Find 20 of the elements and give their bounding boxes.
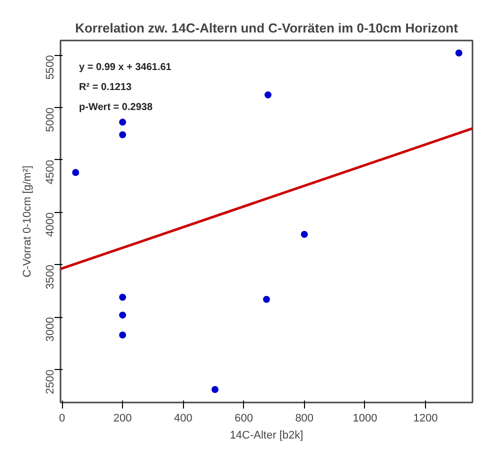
annotation: y = 0.99 x + 3461.61 xyxy=(79,62,172,74)
y-axis-title: C-Vorrat 0-10cm [g/m²] xyxy=(22,166,34,278)
x-axis-title: 14C-Alter [b2k] xyxy=(230,430,304,442)
x-tick-label: 200 xyxy=(113,412,132,424)
annotation: p-Wert = 0.2938 xyxy=(79,102,153,113)
y-tick-label: 5500 xyxy=(44,55,56,80)
y-tick-label: 5000 xyxy=(44,107,56,132)
x-tick-label: 1000 xyxy=(352,412,378,424)
x-tick-label: 400 xyxy=(174,412,192,424)
chart-title: Korrelation zw. 14C-Altern und C-Vorräten im 0-10cm Horizont xyxy=(75,20,459,36)
y-tick-label: 4000 xyxy=(44,212,56,237)
x-tick-label: 600 xyxy=(234,412,253,424)
x-tick-label: 800 xyxy=(295,412,314,424)
annotation: R² = 0.1213 xyxy=(79,82,132,93)
y-tick-label: 3000 xyxy=(44,317,56,342)
y-tick-label: 3500 xyxy=(44,264,56,290)
x-tick-label: 1200 xyxy=(413,412,438,424)
y-tick-label: 2500 xyxy=(44,370,56,394)
x-tick-label: 0 xyxy=(58,412,66,424)
y-tick-label: 4500 xyxy=(44,160,56,184)
